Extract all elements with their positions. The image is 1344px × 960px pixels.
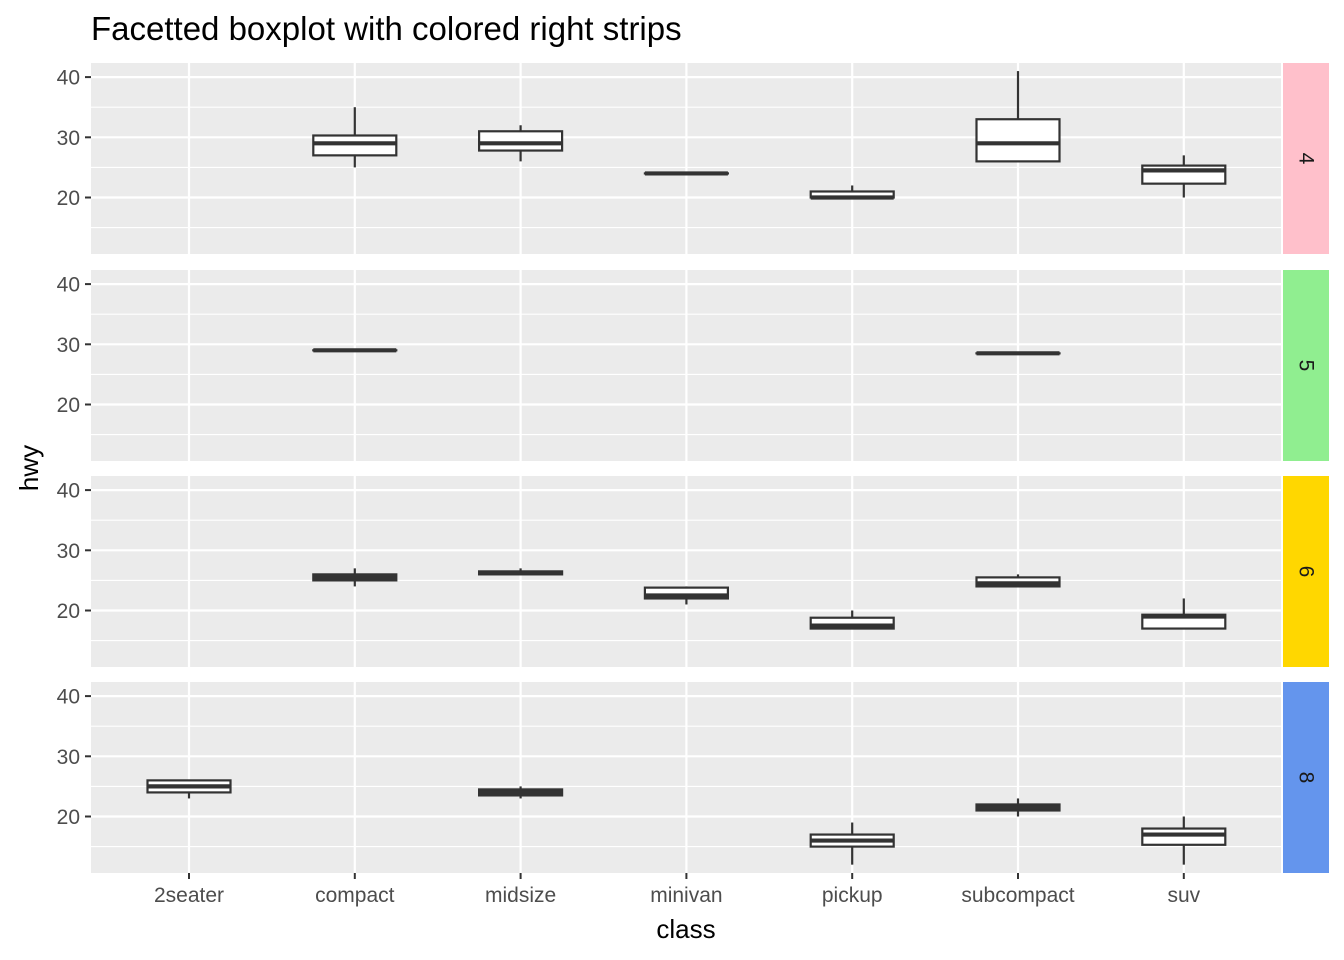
box-pickup [809,822,895,865]
y-tick-label: 20 [57,187,80,210]
box-suv [1141,155,1227,198]
box-body [312,134,398,157]
y-tick-label: 40 [57,480,80,503]
y-tick-label: 30 [57,540,80,563]
x-tick-label: suv [1167,884,1200,907]
box-midsize [478,125,564,162]
box-compact [312,568,398,587]
box-minivan [643,586,730,605]
box-pickup [809,610,895,630]
y-tick-label: 20 [57,806,80,829]
x-axis: 2seater compact midsize minivan pickup subcom… [154,873,1201,907]
x-tick-label: compact [315,884,395,907]
facet-panel-8: 20 30 40 8 [57,682,1329,873]
facet-strip-label: 4 [1295,153,1318,165]
facet-panels: 20 30 40 4 20 30 40 5 20 30 40 6 20 30 40 8 [57,63,1329,873]
facet-panel-4: 20 30 40 4 [57,63,1329,254]
y-tick-label: 40 [57,686,80,709]
facet-panel-6: 20 30 40 6 [57,476,1329,667]
y-tick-label: 40 [57,274,80,297]
facet-panel-5: 20 30 40 5 [57,270,1329,461]
box-suv [1141,816,1227,865]
box-pickup [809,185,895,200]
x-tick-label: minivan [650,884,722,907]
x-tick-label: subcompact [961,884,1074,907]
box-body [1141,164,1227,185]
y-tick-label: 20 [57,394,80,417]
y-axis-title: hwy [14,445,44,491]
y-tick-label: 30 [57,127,80,150]
y-tick-label: 40 [57,67,80,90]
box-body [478,130,564,152]
box-subcompact [975,798,1061,817]
box-suv [1141,598,1227,630]
box-body [809,616,895,630]
box-2seater [146,779,232,799]
facet-strip-label: 8 [1295,772,1318,784]
y-tick-label: 30 [57,334,80,357]
facet-strip-5 [1283,270,1329,461]
facet-strip-4 [1283,63,1329,254]
box-midsize [478,786,564,799]
box-body [643,586,730,600]
box-midsize [478,568,564,576]
box-subcompact [975,574,1061,588]
facet-strip-label: 6 [1295,566,1318,578]
y-tick-label: 30 [57,746,80,769]
facet-strip-8 [1283,682,1329,873]
box-body [1141,827,1227,846]
facet-strip-label: 5 [1295,360,1318,372]
x-tick-label: pickup [822,884,883,907]
x-tick-label: 2seater [154,884,224,907]
x-tick-label: midsize [485,884,556,907]
x-axis-title: class [656,914,715,944]
box-subcompact [975,71,1061,163]
y-tick-label: 20 [57,600,80,623]
facet-strip-6 [1283,476,1329,667]
box-compact [312,107,398,168]
chart-title: Facetted boxplot with colored right stri… [91,10,682,47]
box-body [975,118,1061,163]
